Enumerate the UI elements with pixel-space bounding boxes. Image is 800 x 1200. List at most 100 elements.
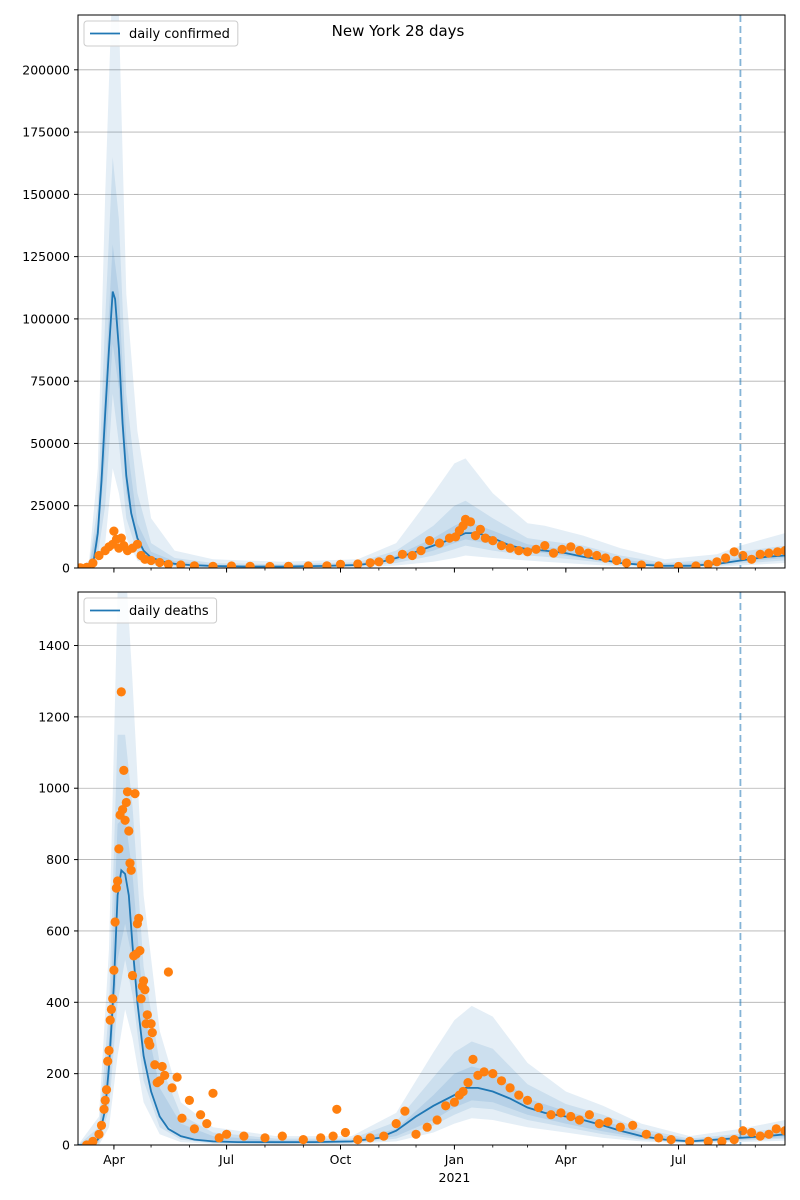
observed-point: [122, 787, 133, 797]
observed-point: [411, 1129, 421, 1139]
observed-point: [407, 550, 417, 561]
observed-point: [265, 561, 275, 568]
observed-point: [101, 1085, 112, 1095]
observed-point: [641, 1129, 651, 1139]
observed-point: [592, 550, 602, 561]
observed-point: [124, 826, 134, 836]
y-tick-label: 75000: [30, 374, 70, 389]
observed-point: [764, 548, 774, 558]
observed-point: [449, 1097, 459, 1107]
observed-point: [126, 865, 136, 875]
observed-point: [458, 1086, 468, 1097]
observed-point: [391, 1119, 401, 1129]
observed-point: [139, 976, 149, 986]
observed-point: [691, 561, 701, 568]
observed-point: [505, 543, 515, 553]
observed-point: [780, 546, 785, 556]
observed-point: [400, 1106, 410, 1116]
observed-point: [385, 554, 395, 564]
legend-label: daily deaths: [129, 604, 209, 619]
legend-label: daily confirmed: [129, 27, 230, 42]
observed-point: [277, 1131, 287, 1141]
y-tick-label: 200000: [22, 62, 70, 77]
observed-point: [548, 548, 559, 558]
observed-point: [422, 1122, 432, 1132]
observed-point: [703, 1136, 713, 1145]
deaths-panel: 0 200 400 600 800 1000 1200 1400 Apr Jul Oct Jan Apr…: [38, 591, 786, 1185]
observed-point: [147, 1028, 157, 1038]
observed-point: [475, 524, 485, 535]
observed-point: [226, 561, 237, 568]
legend-box: [83, 597, 218, 624]
observed-point: [365, 1133, 375, 1143]
observed-point: [685, 1136, 695, 1145]
observed-point: [160, 1070, 170, 1080]
observed-point: [771, 1124, 781, 1134]
observed-point: [470, 531, 481, 541]
y-tick-label: 100000: [22, 311, 70, 326]
confirmed-panel: 0 25000 50000 75000 100000 125000 150000 175000…: [22, 14, 786, 576]
observed-point: [755, 549, 765, 559]
observed-point: [747, 1127, 757, 1138]
observed-point: [584, 1110, 595, 1120]
observed-point: [260, 1133, 270, 1143]
y-tick-label: 0: [62, 1138, 70, 1153]
observed-point: [94, 1129, 104, 1139]
observed-point: [583, 548, 593, 558]
observed-point: [514, 1090, 524, 1100]
model-line: [78, 868, 785, 1145]
observed-point: [654, 561, 664, 568]
observed-point: [636, 560, 646, 568]
observed-point: [130, 789, 140, 799]
observed-point: [540, 541, 550, 551]
observed-point: [479, 1067, 489, 1077]
observed-point: [208, 561, 218, 568]
observed-point: [721, 553, 731, 563]
observed-point: [615, 1122, 625, 1132]
y-tick-label: 0: [62, 561, 70, 576]
observed-point: [574, 1115, 585, 1125]
observed-point: [365, 558, 375, 568]
observed-point: [121, 797, 131, 808]
axes-frame: [77, 14, 786, 569]
observed-point: [505, 1083, 515, 1093]
observed-point: [712, 557, 722, 567]
observed-point: [245, 561, 255, 568]
observed-point: [214, 1133, 224, 1143]
observed-point: [146, 1019, 156, 1029]
x-tick-label: Jul: [218, 1152, 234, 1167]
observed-point: [303, 561, 313, 568]
observed-point: [103, 1056, 113, 1066]
y-tick-label: 175000: [22, 125, 70, 140]
observed-point: [118, 805, 128, 815]
observed-point: [332, 1104, 342, 1114]
axes-frame: [77, 591, 786, 1146]
x-tick-label: Jan: [444, 1152, 464, 1167]
observed-point: [298, 1135, 308, 1145]
observed-point: [208, 1088, 218, 1098]
observed-point: [114, 844, 124, 854]
observed-point: [328, 1131, 338, 1141]
observed-point: [134, 913, 144, 924]
observed-point: [522, 1095, 533, 1105]
legend: daily deaths: [83, 597, 218, 624]
observed-point: [146, 555, 156, 566]
observed-point: [353, 559, 363, 568]
observed-point: [88, 558, 98, 568]
observed-point: [109, 965, 119, 975]
observed-point: [335, 559, 346, 568]
observed-point: [99, 1104, 109, 1114]
y-tick-label: 1400: [38, 638, 70, 653]
observed-point: [666, 1135, 676, 1145]
observed-point: [522, 547, 533, 557]
observed-point: [109, 526, 119, 536]
observed-point: [594, 1119, 604, 1129]
observed-point: [316, 1133, 326, 1143]
observed-point: [132, 539, 142, 549]
observed-point: [441, 1101, 451, 1111]
observed-point: [556, 1108, 566, 1118]
observed-point: [764, 1129, 774, 1139]
observed-point: [157, 1061, 167, 1072]
observed-point: [600, 553, 611, 563]
observed-point: [283, 561, 294, 568]
